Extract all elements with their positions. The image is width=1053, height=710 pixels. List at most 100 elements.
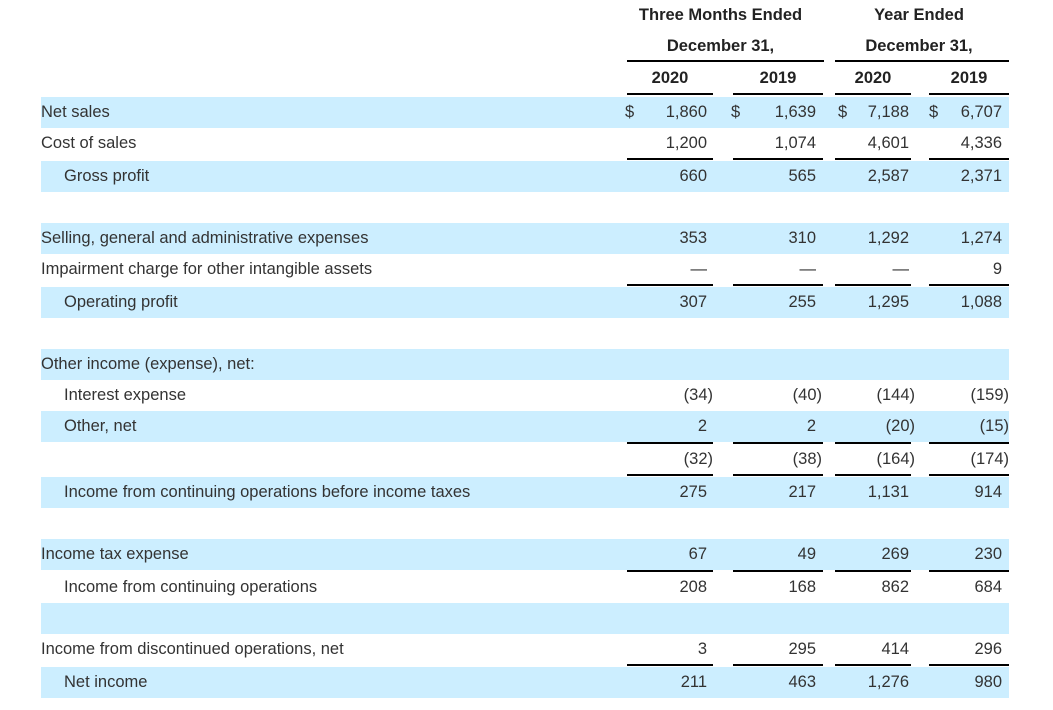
- table-row: Net income 211 463 1,276 980: [41, 667, 1009, 698]
- table-row: [41, 603, 1009, 634]
- cell-value: 217: [788, 483, 816, 501]
- table-row: Selling, general and administrative expe…: [41, 223, 1009, 254]
- subtotal-line: [835, 474, 911, 476]
- cell-value: 1,295: [867, 293, 909, 311]
- subtotal-line: [627, 570, 713, 572]
- cell-value: 1,860: [665, 103, 707, 121]
- cell-value: 307: [679, 293, 707, 311]
- col-year: 2020: [651, 69, 689, 87]
- subtotal-line: [733, 474, 823, 476]
- cell-value: 4,336: [960, 134, 1002, 152]
- subtotal-line: [733, 664, 823, 666]
- subtotal-line: [929, 664, 1009, 666]
- cell-value: 1,276: [867, 673, 909, 691]
- subtotal-line: [733, 570, 823, 572]
- cell-value: (174): [970, 450, 1009, 468]
- row-label: Selling, general and administrative expe…: [41, 229, 369, 247]
- col-year: 2019: [759, 69, 797, 87]
- cell-value: 67: [688, 545, 707, 563]
- row-label: Cost of sales: [41, 134, 137, 152]
- year-underline: [929, 93, 1009, 95]
- table-row: Income from discontinued operations, net…: [41, 634, 1009, 665]
- cell-value: 296: [974, 640, 1002, 658]
- table-row: Operating profit 307 255 1,295 1,088: [41, 287, 1009, 318]
- cell-value: 2: [697, 417, 707, 435]
- subtotal-line: [627, 664, 713, 666]
- table-row: Cost of sales 1,200 1,074 4,601 4,336: [41, 128, 1009, 159]
- row-label: Other, net: [64, 417, 137, 435]
- cell-value: 208: [679, 578, 707, 596]
- cell-value: —: [892, 260, 910, 278]
- cell-value: 353: [679, 229, 707, 247]
- cell-value: 4,601: [867, 134, 909, 152]
- subtotal-line: [929, 570, 1009, 572]
- subtotal-line: [929, 474, 1009, 476]
- table-row: Income tax expense 67 49 269 230: [41, 539, 1009, 570]
- cell-value: 2,587: [867, 167, 909, 185]
- row-label: Income from continuing operations: [64, 578, 318, 596]
- subtotal-line: [835, 284, 911, 286]
- subtotal-line: [627, 442, 713, 444]
- col-group-three-months-title: Three Months Ended: [638, 6, 803, 24]
- row-label: Impairment charge for other intangible a…: [41, 260, 373, 278]
- cell-value: 3: [697, 640, 707, 658]
- subtotal-line: [835, 570, 911, 572]
- cell-value: 684: [974, 578, 1002, 596]
- header-underline: [835, 60, 1009, 62]
- table-row: Income from continuing operations 208 16…: [41, 572, 1009, 603]
- subtotal-line: [627, 158, 713, 160]
- cell-value: (15): [979, 417, 1009, 435]
- header-underline: [627, 60, 824, 62]
- cell-value: 1,639: [774, 103, 816, 121]
- table-row: (32) (38) (164) (174): [41, 444, 1009, 475]
- row-label: Net sales: [41, 103, 110, 121]
- table-row: Impairment charge for other intangible a…: [41, 254, 1009, 285]
- table-row: Net sales $ 1,860 $ 1,639 $ 7,188 $ 6,70…: [41, 97, 1009, 128]
- subtotal-line: [733, 442, 823, 444]
- row-label: Net income: [64, 673, 148, 691]
- subtotal-line: [929, 158, 1009, 160]
- table-row: Other, net 2 2 (20) (15): [41, 411, 1009, 442]
- col-group-year-title: Year Ended: [874, 6, 964, 24]
- cell-value: 914: [974, 483, 1002, 501]
- cell-value: (144): [876, 386, 915, 404]
- cell-value: 660: [679, 167, 707, 185]
- cell-value: 980: [974, 673, 1002, 691]
- col-group-three-months-subtitle: December 31,: [666, 37, 775, 55]
- cell-value: 565: [788, 167, 816, 185]
- cell-value: 275: [679, 483, 707, 501]
- subtotal-line: [929, 442, 1009, 444]
- table-row: Gross profit 660 565 2,587 2,371: [41, 161, 1009, 192]
- subtotal-line: [835, 158, 911, 160]
- currency-symbol: $: [731, 103, 741, 121]
- cell-value: 9: [992, 260, 1002, 278]
- row-label: Interest expense: [64, 386, 186, 404]
- cell-value: (40): [792, 386, 822, 404]
- table-row: Income from continuing operations before…: [41, 477, 1009, 508]
- cell-value: (164): [876, 450, 915, 468]
- cell-value: 1,131: [867, 483, 909, 501]
- subtotal-line: [627, 474, 713, 476]
- col-year: 2020: [854, 69, 892, 87]
- cell-value: (38): [792, 450, 822, 468]
- table-row: Interest expense (34) (40) (144) (159): [41, 380, 1009, 411]
- cell-value: 1,274: [960, 229, 1002, 247]
- row-label: Income from continuing operations before…: [64, 483, 471, 501]
- cell-value: 1,074: [774, 134, 816, 152]
- cell-value: (159): [970, 386, 1009, 404]
- currency-symbol: $: [929, 103, 939, 121]
- cell-value: 862: [881, 578, 909, 596]
- cell-value: 2: [806, 417, 816, 435]
- table-row: Other income (expense), net:: [41, 349, 1009, 380]
- subtotal-line: [835, 442, 911, 444]
- row-label: Gross profit: [64, 167, 150, 185]
- subtotal-line: [835, 664, 911, 666]
- currency-symbol: $: [625, 103, 635, 121]
- row-label: Other income (expense), net:: [41, 355, 255, 373]
- subtotal-line: [733, 284, 823, 286]
- cell-value: 211: [680, 673, 707, 691]
- row-label: Operating profit: [64, 293, 178, 311]
- cell-value: (20): [885, 417, 915, 435]
- year-underline: [733, 93, 823, 95]
- cell-value: 295: [788, 640, 816, 658]
